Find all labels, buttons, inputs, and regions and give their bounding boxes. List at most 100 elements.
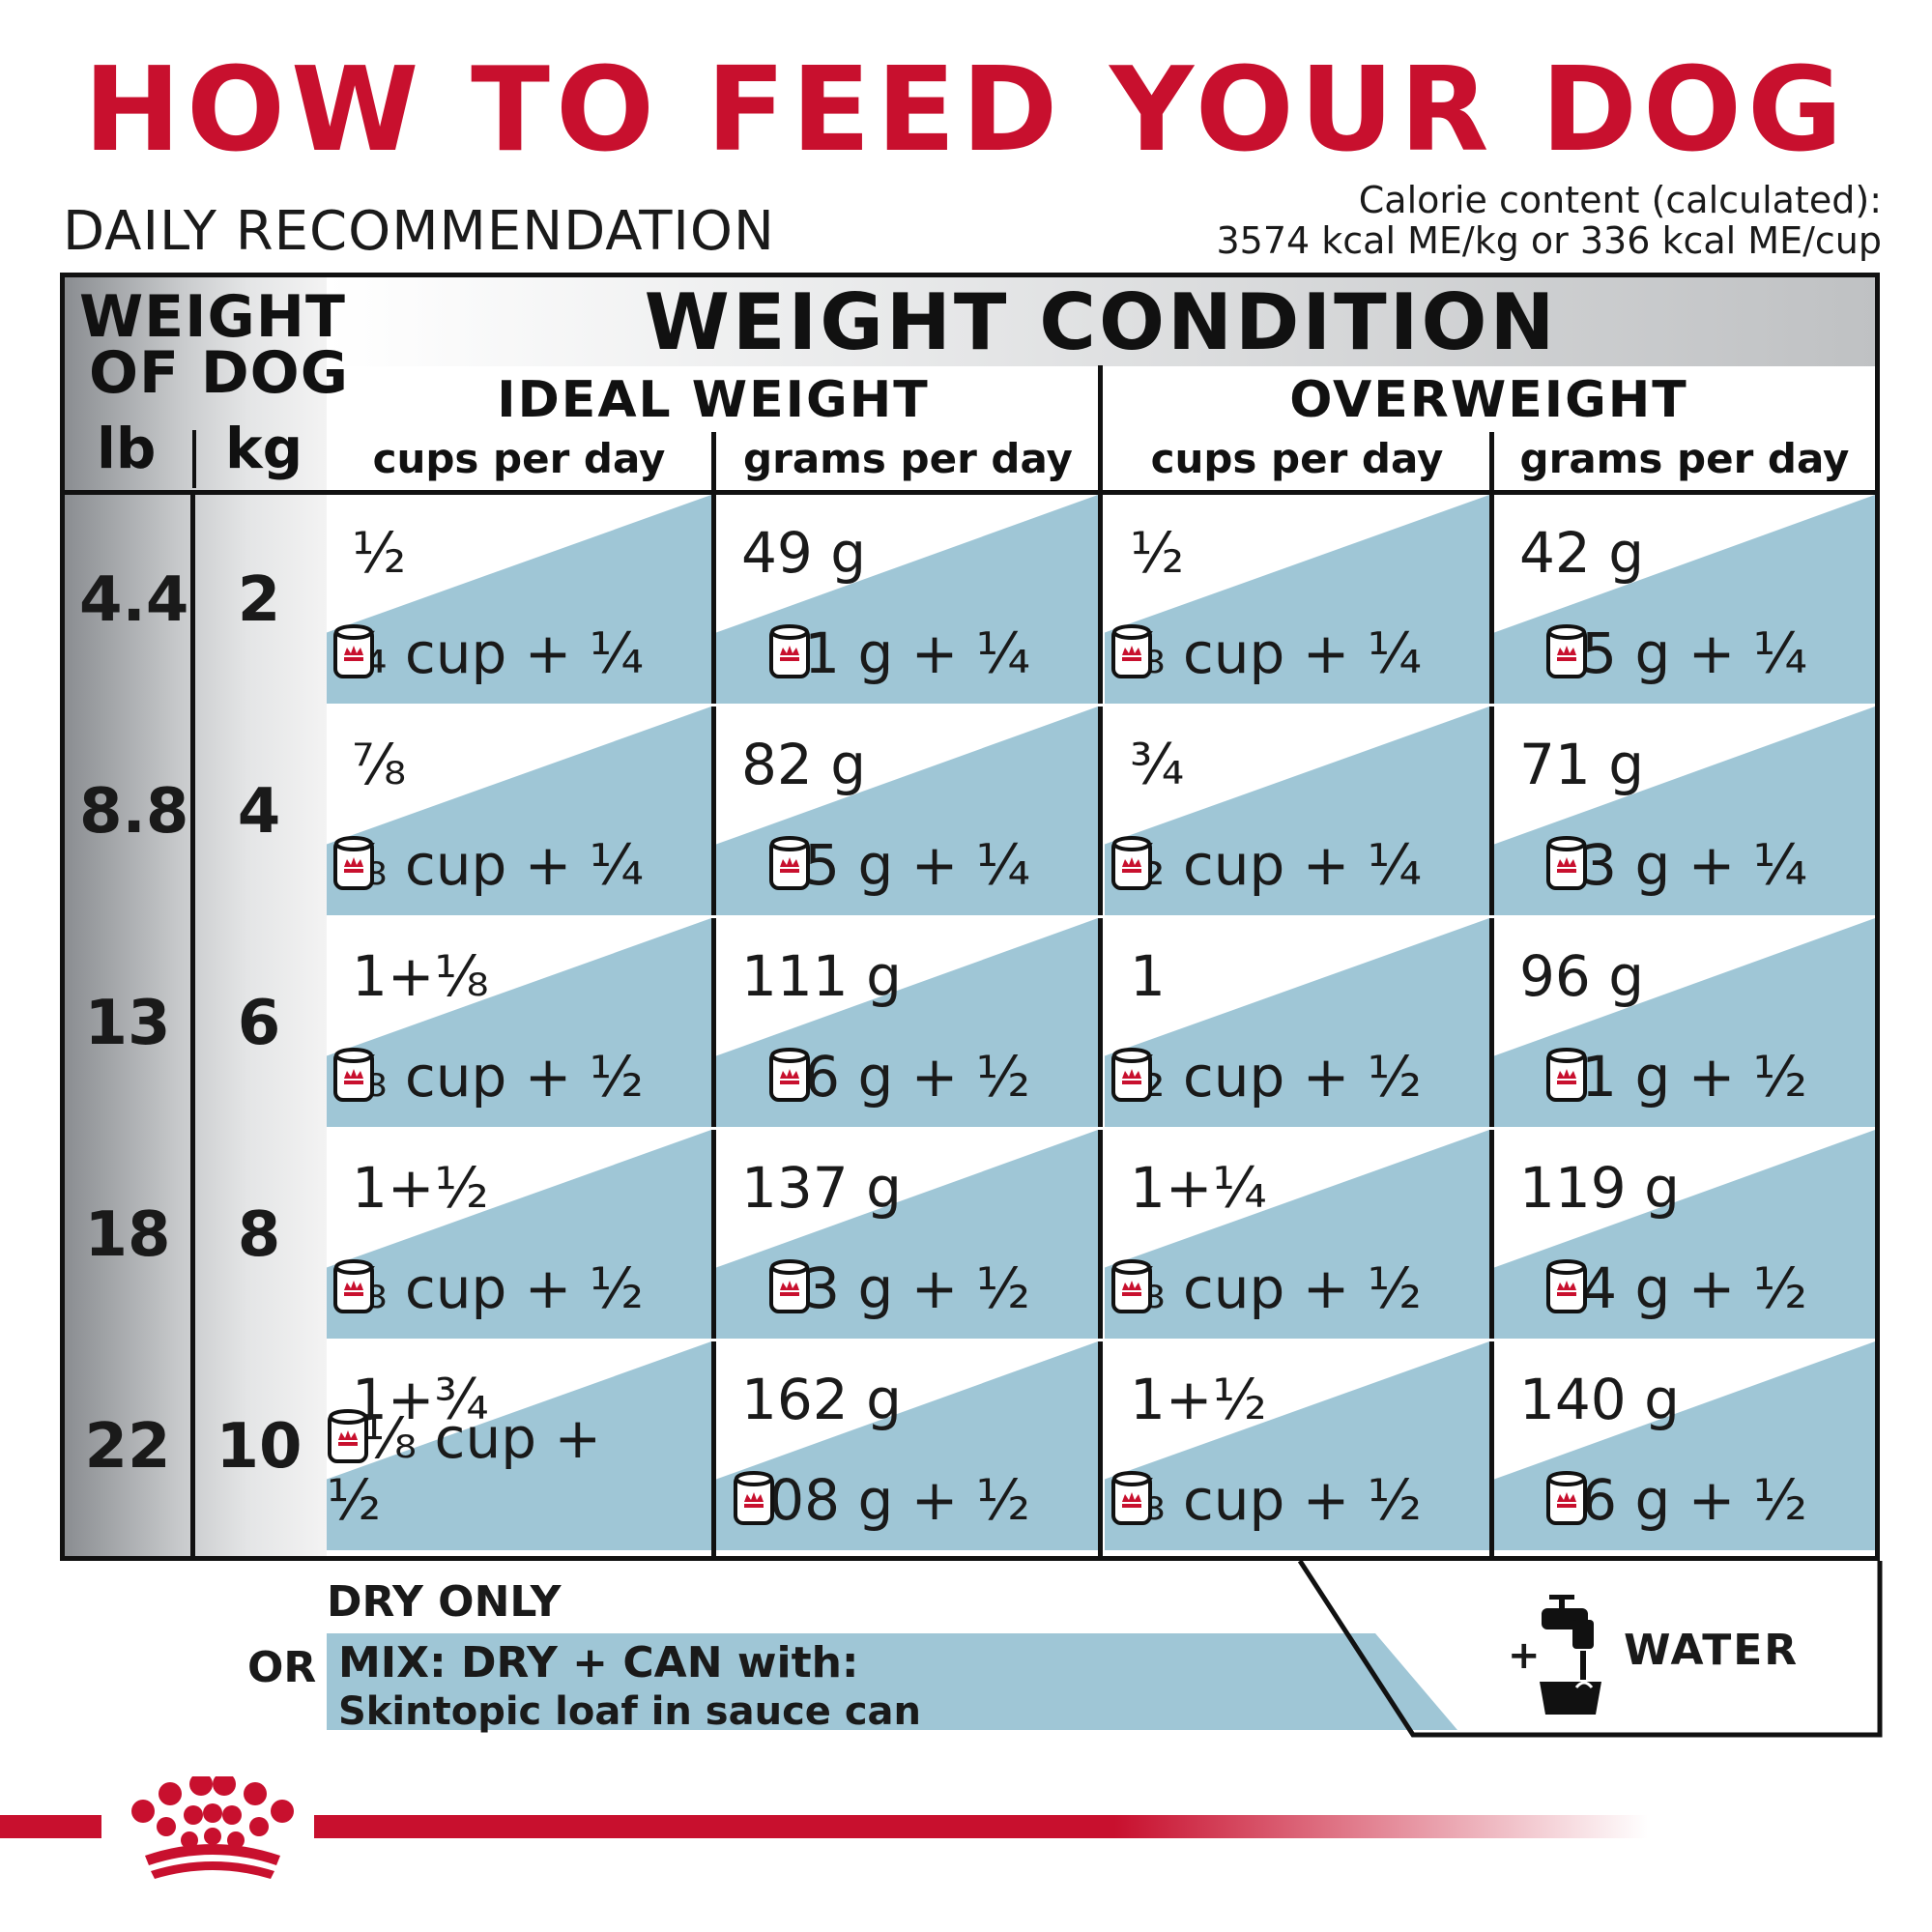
dry-only-amount: 1+⅛ <box>352 943 489 1009</box>
dry-only-amount: ¾ <box>1130 732 1185 797</box>
cell-diagonal-fill <box>327 918 711 1127</box>
feeding-cell: 140 g 86 g + ½ <box>1494 1341 1875 1550</box>
dry-only-amount: ½ <box>1130 520 1185 586</box>
mix-amount-text: 83 g + ½ <box>768 1255 1030 1321</box>
kg-header: kg <box>225 416 303 481</box>
mix-amount-text: 1⅛ cup + ½ <box>327 1405 602 1533</box>
can-icon <box>328 1409 692 1498</box>
can-icon <box>769 836 1079 894</box>
feeding-cell: 49 g 21 g + ¼ <box>716 495 1098 704</box>
mix-amount-text: 56 g + ½ <box>768 1044 1030 1110</box>
mix-amount-text: ⅝ cup + ½ <box>1110 1255 1422 1321</box>
cell-diagonal-fill <box>327 706 711 915</box>
dry-only-amount: 1+½ <box>352 1155 489 1221</box>
overweight-cups-header: cups per day <box>1150 435 1444 482</box>
divider-groups <box>1098 365 1103 1556</box>
lb-header: lb <box>97 416 157 481</box>
dry-only-amount: 1 <box>1130 943 1166 1009</box>
overweight-grams-header: grams per day <box>1519 435 1850 482</box>
can-icon <box>769 1259 1079 1317</box>
mix-amount: ⅞ cup + ½ <box>1110 1469 1470 1531</box>
row-separator <box>327 1339 1875 1341</box>
feeding-cell: 96 g 41 g + ½ <box>1494 918 1875 1127</box>
feeding-cell: 137 g 83 g + ½ <box>716 1130 1098 1339</box>
or-label: OR <box>247 1643 317 1692</box>
dry-only-amount: 1+½ <box>1130 1367 1267 1432</box>
feeding-cell: 1+⅛ ⅝ cup + ½ <box>327 918 711 1127</box>
water-label: WATER <box>1624 1626 1800 1675</box>
dry-only-label: DRY ONLY <box>327 1577 562 1627</box>
mix-amount-text: ½ cup + ¼ <box>1110 832 1422 898</box>
weight-kg-value: 8 <box>237 1199 281 1271</box>
feeding-table-frame <box>60 273 1880 1561</box>
mix-amount: ⅞ cup + ½ <box>332 1257 692 1319</box>
feeding-cell: 1+½ ⅞ cup + ½ <box>327 1130 711 1339</box>
mix-amount: 83 g + ½ <box>768 1257 1079 1319</box>
mix-amount: ½ cup + ½ <box>1110 1046 1470 1108</box>
water-plus-label: + <box>1508 1633 1541 1678</box>
cell-diagonal-fill <box>1494 1130 1875 1339</box>
can-icon <box>1111 836 1470 894</box>
mix-legend-line-2: Skintopic loaf in sauce can <box>338 1689 922 1734</box>
mix-amount-text: ¼ cup + ¼ <box>332 620 644 686</box>
dry-only-amount: 162 g <box>741 1367 902 1432</box>
feeding-cell: ¾ ½ cup + ¼ <box>1105 706 1489 915</box>
cell-diagonal-fill <box>1105 495 1489 704</box>
can-icon <box>1546 624 1856 682</box>
cell-diagonal-fill <box>1494 1341 1875 1550</box>
mix-amount-text: ½ cup + ½ <box>1110 1044 1422 1110</box>
weight-kg-value: 4 <box>237 776 281 848</box>
daily-recommendation-label: DAILY RECOMMENDATION <box>63 200 775 263</box>
mix-amount-text: ⅝ cup + ½ <box>332 1044 644 1110</box>
footer-red-bar-left <box>0 1815 101 1838</box>
mix-amount: 43 g + ¼ <box>1545 834 1856 896</box>
dry-only-amount: 96 g <box>1519 943 1645 1009</box>
mix-amount-text: 86 g + ½ <box>1545 1467 1807 1533</box>
dry-only-amount: 1+¾ <box>352 1367 489 1432</box>
row-separator <box>327 704 1875 706</box>
feeding-cell: 82 g 55 g + ¼ <box>716 706 1098 915</box>
weight-kg-value: 2 <box>237 564 281 636</box>
can-icon <box>734 1471 1079 1529</box>
feeding-cell: 119 g 64 g + ½ <box>1494 1130 1875 1339</box>
faucet-bowl-icon <box>1540 1595 1601 1715</box>
cell-diagonal-fill <box>1105 706 1489 915</box>
mix-amount: 15 g + ¼ <box>1545 622 1856 684</box>
feeding-cell: 1+¾ 1⅛ cup + ½ <box>327 1341 711 1550</box>
can-icon <box>769 1048 1079 1106</box>
feeding-cell: 1+¼ ⅝ cup + ½ <box>1105 1130 1489 1339</box>
cell-diagonal-fill <box>327 495 711 704</box>
crown-logo-icon <box>131 1776 294 1879</box>
row-separator <box>327 915 1875 918</box>
can-icon <box>1546 1471 1856 1529</box>
weight-of-dog-header-1: WEIGHT <box>79 283 346 351</box>
mix-amount: 41 g + ½ <box>1545 1046 1856 1108</box>
feeding-cell: 111 g 56 g + ½ <box>716 918 1098 1127</box>
feeding-cell: 42 g 15 g + ¼ <box>1494 495 1875 704</box>
can-icon <box>1546 1048 1856 1106</box>
mix-amount-text: ⅛ cup + ¼ <box>1110 620 1422 686</box>
header-bottom-rule <box>65 490 1875 495</box>
calorie-content: Calorie content (calculated): 3574 kcal … <box>1217 180 1883 261</box>
cell-diagonal-fill <box>716 1341 1098 1550</box>
weight-lb-value: 18 <box>84 1199 171 1271</box>
mix-amount: 86 g + ½ <box>1545 1469 1856 1531</box>
mix-legend-line-1: MIX: DRY + CAN with: <box>338 1638 859 1687</box>
calorie-line-1: Calorie content (calculated): <box>1358 179 1882 221</box>
weight-kg-value: 10 <box>216 1411 303 1483</box>
dry-only-amount: 1+¼ <box>1130 1155 1267 1221</box>
mix-amount-text: ⅞ cup + ½ <box>1110 1467 1422 1533</box>
feeding-cell: ½ ⅛ cup + ¼ <box>1105 495 1489 704</box>
can-icon <box>1546 1259 1856 1317</box>
mix-amount: ⅝ cup + ½ <box>332 1046 692 1108</box>
feeding-cell: 1 ½ cup + ½ <box>1105 918 1489 1127</box>
weight-lb-value: 13 <box>84 988 171 1059</box>
weight-condition-title: WEIGHT CONDITION <box>644 277 1558 367</box>
dry-only-amount: 82 g <box>741 732 867 797</box>
can-icon <box>1111 1259 1470 1317</box>
mix-amount: 56 g + ½ <box>768 1046 1079 1108</box>
mix-amount: 21 g + ¼ <box>768 622 1079 684</box>
cell-diagonal-fill <box>1494 918 1875 1127</box>
weight-kg-value: 6 <box>237 988 281 1059</box>
can-icon <box>1111 1048 1470 1106</box>
